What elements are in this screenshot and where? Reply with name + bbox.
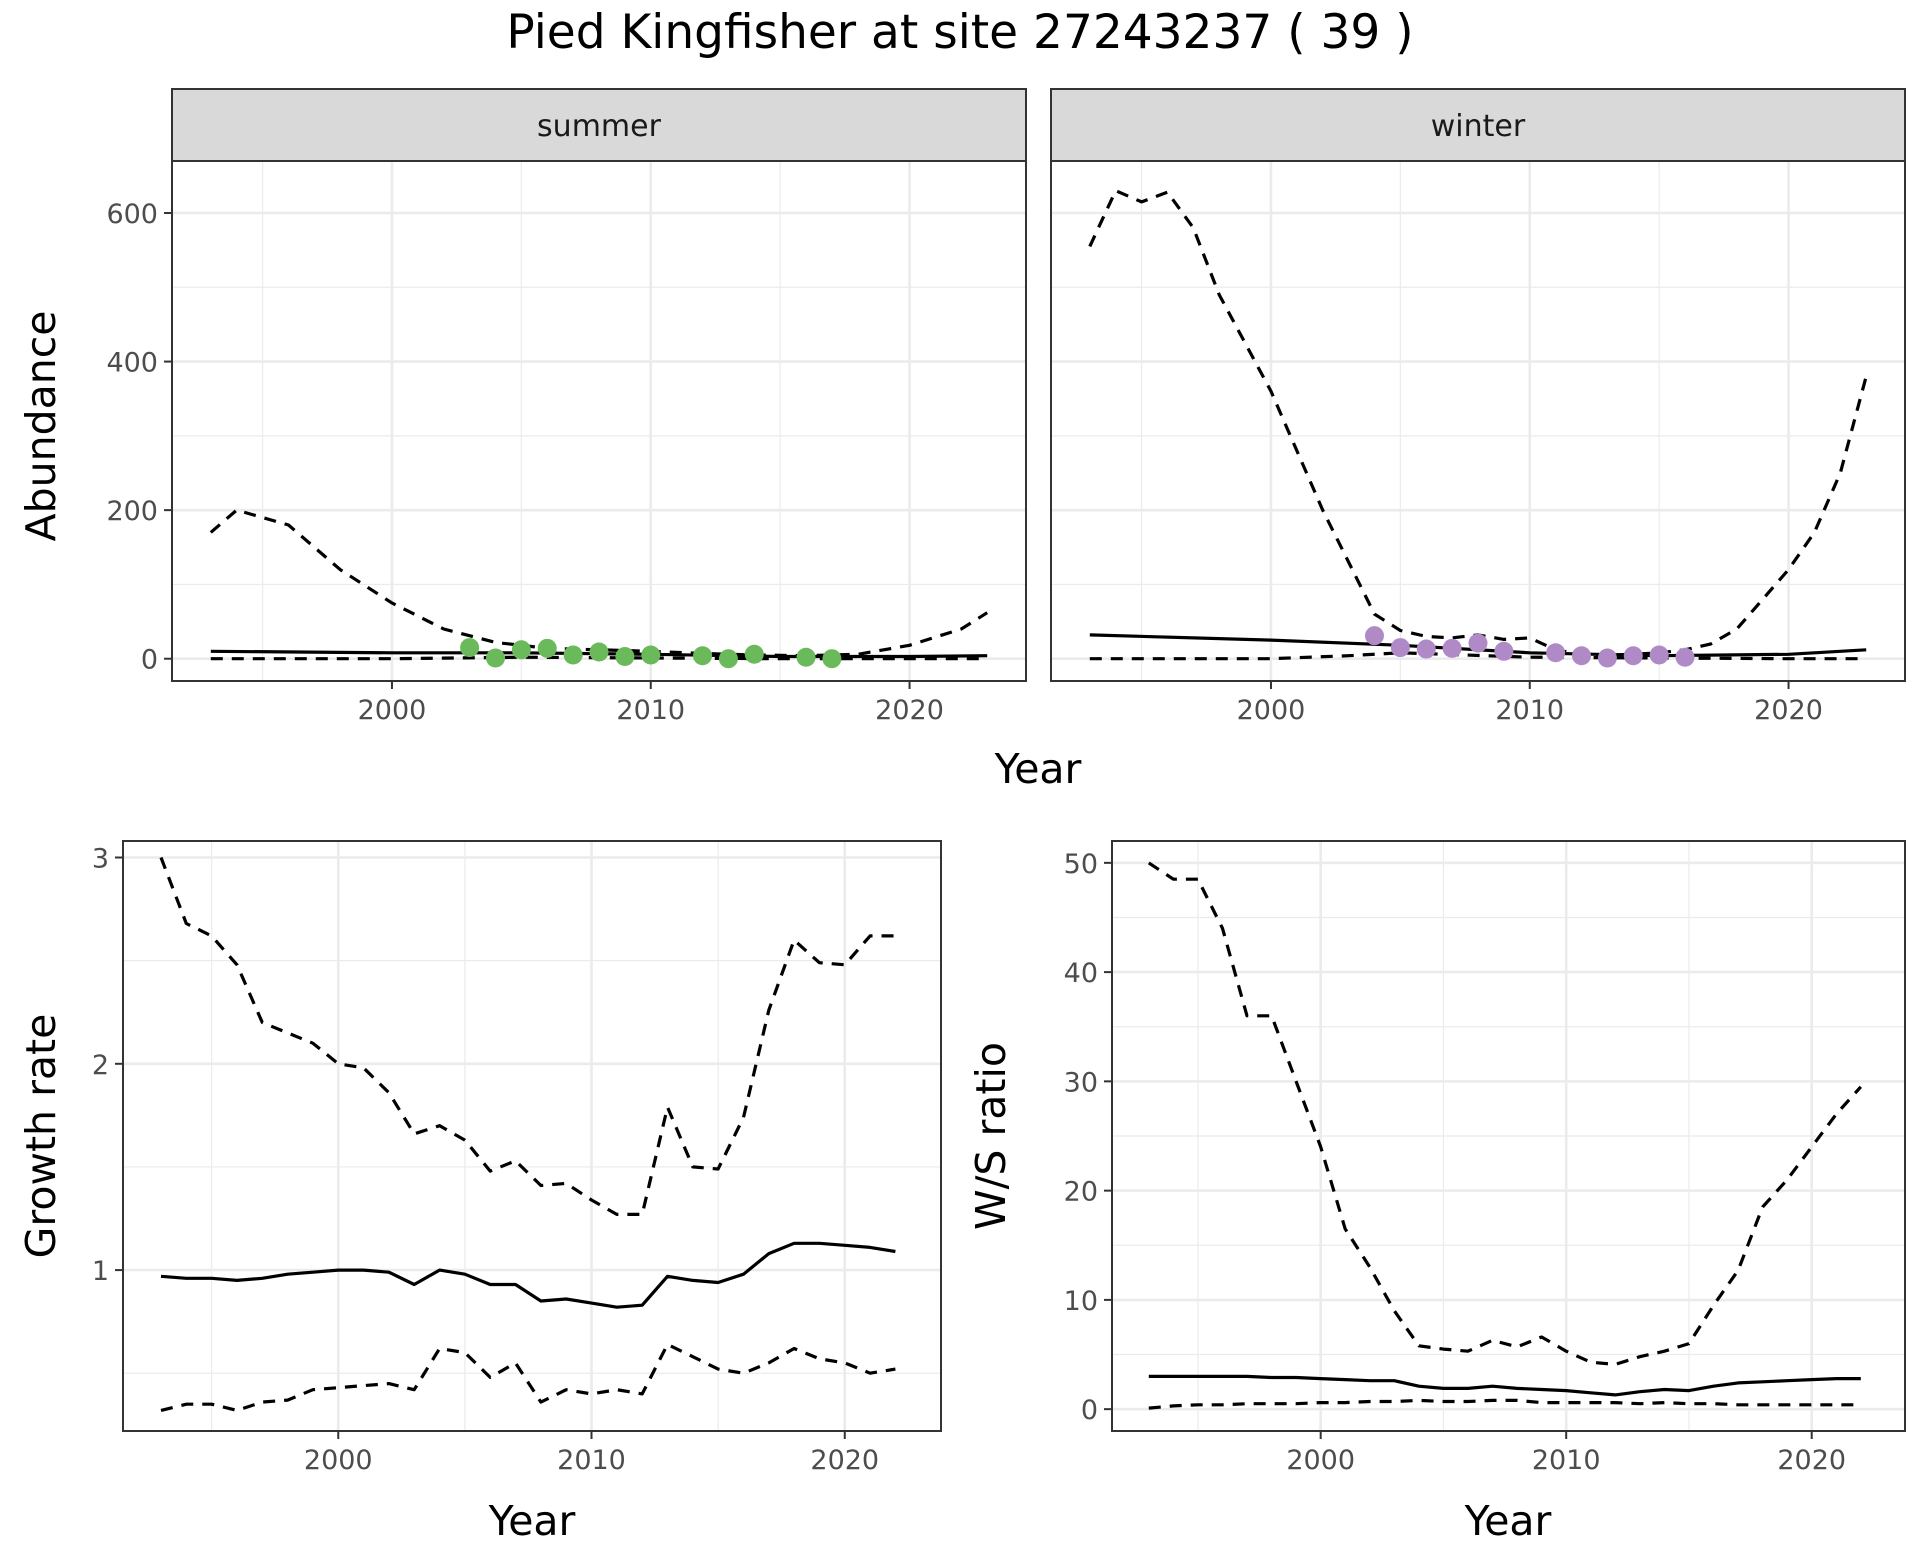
- winter-strip: [1050, 88, 1906, 162]
- growth-rate-y-axis-title: Growth rate: [17, 1014, 65, 1259]
- ws-ratio-x-tick-label: 2000: [1286, 1445, 1355, 1476]
- figure-title: Pied Kingfisher at site 27243237 ( 39 ): [506, 5, 1413, 60]
- summer-observed-point: [511, 640, 531, 660]
- winter-x-tick-label: 2010: [1495, 695, 1564, 726]
- winter-x-tick-label: 2000: [1237, 695, 1306, 726]
- ws-ratio-x-tick-label: 2010: [1532, 1445, 1601, 1476]
- winter-observed-point: [1572, 646, 1592, 666]
- abundance-y-axis-title: Abundance: [17, 311, 65, 542]
- growth-rate-x-tick-label: 2010: [557, 1445, 626, 1476]
- ws-ratio-x-axis-title: Year: [1464, 1497, 1552, 1545]
- summer-x-tick-label: 2010: [616, 695, 685, 726]
- winter-observed-point: [1364, 626, 1384, 646]
- summer-x-tick-label: 2000: [358, 695, 427, 726]
- summer-y-tick-label: 600: [106, 199, 158, 230]
- summer-observed-point: [615, 646, 635, 666]
- ws-ratio-plot-area: 2000 2010 2020 0 10 20 30 40 50: [1064, 840, 1906, 1476]
- summer-observed-point: [589, 642, 609, 662]
- ws-ratio-panel: 2000 2010 2020 0 10 20 30 40 50 W/S ratio Year: [967, 840, 1906, 1545]
- winter-upper-ci-line: [1088, 189, 1868, 657]
- ws-ratio-lower-ci-line: [1148, 1398, 1861, 1410]
- growth-rate-panel: 2000 2010 2020 1 2 3 Growth rate Year: [17, 840, 942, 1545]
- winter-observed-point: [1468, 633, 1488, 653]
- summer-lower-ci-line: [210, 655, 988, 661]
- growth-rate-estimate-line: [160, 1241, 896, 1309]
- growth-rate-y-tick-label: 1: [92, 1256, 109, 1287]
- winter-observed-point: [1442, 638, 1462, 658]
- summer-strip: [171, 88, 1027, 162]
- growth-rate-y-tick-label: 2: [92, 1050, 109, 1081]
- winter-facet: winter 2000 2010 2020: [1050, 88, 1906, 726]
- ws-ratio-panel-border: [1111, 840, 1906, 1432]
- ws-ratio-upper-ci-line: [1147, 861, 1862, 1366]
- summer-observed-point: [718, 649, 738, 669]
- ws-ratio-y-tick-label: 10: [1064, 1286, 1098, 1317]
- winter-observed-point: [1546, 643, 1566, 663]
- abundance-panel: summer 2000 2010 2020 0 200 400 600 winter 200…: [17, 88, 1906, 793]
- summer-panel-border: [171, 160, 1027, 682]
- summer-y-tick-label: 200: [106, 496, 158, 527]
- growth-rate-lower-ci-line: [160, 1342, 896, 1412]
- winter-plot-area: 2000 2010 2020: [1050, 160, 1906, 726]
- summer-strip-label: summer: [537, 109, 662, 144]
- summer-y-tick-label: 400: [106, 348, 158, 379]
- ws-ratio-y-tick-label: 50: [1064, 849, 1098, 880]
- ws-ratio-y-tick-label: 40: [1064, 958, 1098, 989]
- summer-observed-point: [537, 638, 557, 658]
- winter-observed-point: [1675, 647, 1695, 667]
- summer-y-tick-label: 0: [141, 645, 158, 676]
- summer-facet: summer 2000 2010 2020 0 200 400 600: [106, 88, 1027, 726]
- growth-rate-panel-background: [123, 841, 941, 1431]
- winter-panel-border: [1050, 160, 1906, 682]
- winter-observed-point: [1416, 639, 1436, 659]
- growth-rate-x-tick-label: 2020: [810, 1445, 879, 1476]
- ws-ratio-y-tick-label: 30: [1064, 1067, 1098, 1098]
- winter-panel-background: [1051, 161, 1905, 681]
- winter-x-tick-label: 2020: [1754, 695, 1823, 726]
- summer-observed-point: [796, 647, 816, 667]
- winter-observed-point: [1494, 641, 1514, 661]
- summer-observed-point: [744, 644, 764, 664]
- growth-rate-panel-border: [122, 840, 942, 1432]
- summer-observed-point: [485, 648, 505, 668]
- ws-ratio-y-tick-label: 20: [1064, 1177, 1098, 1208]
- summer-observed-point: [563, 645, 583, 665]
- summer-observed-point: [641, 645, 661, 665]
- winter-observed-point: [1649, 645, 1669, 665]
- winter-observed-point: [1597, 648, 1617, 668]
- winter-estimate-line: [1089, 633, 1867, 658]
- summer-observed-point: [693, 646, 713, 666]
- summer-panel-background: [172, 161, 1026, 681]
- summer-upper-ci-line: [209, 508, 989, 658]
- ws-ratio-y-tick-label: 0: [1081, 1395, 1098, 1426]
- growth-rate-y-tick-label: 3: [92, 844, 109, 875]
- growth-rate-plot-area: 2000 2010 2020 1 2 3: [92, 840, 942, 1476]
- ws-ratio-x-tick-label: 2020: [1777, 1445, 1846, 1476]
- growth-rate-x-tick-label: 2000: [304, 1445, 373, 1476]
- growth-rate-x-axis-title: Year: [488, 1497, 576, 1545]
- winter-observed-point: [1623, 646, 1643, 666]
- summer-observed-point: [822, 649, 842, 669]
- summer-observed-point: [460, 638, 480, 658]
- abundance-x-axis-title: Year: [994, 745, 1082, 793]
- summer-x-tick-label: 2020: [875, 695, 944, 726]
- winter-lower-ci-line: [1089, 651, 1867, 661]
- summer-plot-area: 2000 2010 2020 0 200 400 600: [106, 160, 1027, 726]
- winter-observed-point: [1390, 638, 1410, 658]
- ws-ratio-estimate-line: [1148, 1374, 1861, 1397]
- winter-strip-label: winter: [1431, 109, 1526, 144]
- ws-ratio-y-axis-title: W/S ratio: [967, 1042, 1015, 1230]
